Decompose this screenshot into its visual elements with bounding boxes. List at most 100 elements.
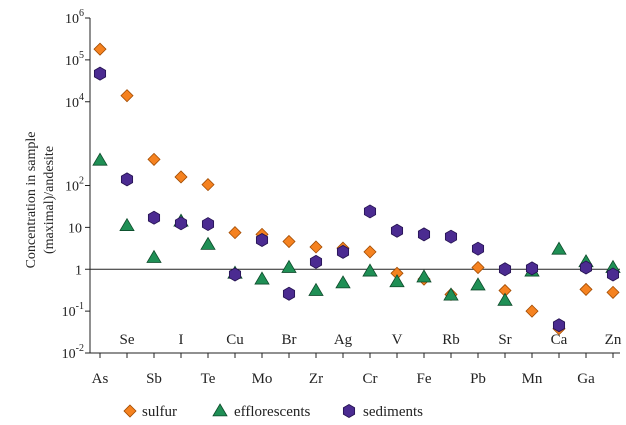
efflorescents-point: [335, 275, 351, 289]
sulfur-point: [120, 89, 134, 103]
series-efflorescents: [92, 152, 621, 306]
y-tick-exponent: 5: [79, 50, 84, 61]
efflorescents-point: [200, 236, 216, 250]
x-category-label: Ag: [334, 332, 353, 348]
y-tick-base: 10: [65, 180, 79, 195]
x-category-label: Fe: [417, 371, 432, 387]
x-ticks: As Se Sb I Te Cu Mo Br Zr Ag Cr V Fe Rb Pb Sr Mn Ca Ga Zn: [92, 332, 622, 387]
x-category-label: Ca: [551, 332, 568, 348]
x-category-label: Br: [282, 332, 297, 348]
y-axis-title: Concentration in sample (maximal)/andesit…: [24, 132, 57, 269]
x-category-label: Se: [120, 332, 135, 348]
x-category-label: Cr: [363, 371, 378, 387]
legend: sulfur efflorescents sediments: [123, 403, 423, 420]
y-axis-label: Concentration in sample (maximal)/andesit…: [24, 132, 57, 269]
x-category-label: Rb: [442, 332, 460, 348]
sediments-point: [606, 267, 620, 282]
efflorescents-point: [281, 259, 297, 273]
legend-item-sulfur: sulfur: [123, 404, 177, 420]
sediments-point: [93, 66, 107, 81]
legend-label: sulfur: [142, 404, 177, 420]
sulfur-point: [282, 234, 296, 249]
legend-item-efflorescents: efflorescents: [212, 403, 311, 420]
sulfur-point: [525, 304, 539, 318]
points: [92, 42, 621, 336]
efflorescents-point: [551, 241, 567, 255]
efflorescents-point: [92, 152, 108, 166]
y-tick-exponent: -1: [76, 301, 84, 312]
sediments-point: [282, 286, 296, 301]
sediments-point: [120, 172, 134, 187]
sulfur-point: [606, 285, 620, 299]
sulfur-point: [201, 178, 215, 192]
sediments-point: [336, 244, 350, 259]
sulfur-point: [579, 282, 593, 296]
x-category-label: Sb: [146, 371, 162, 387]
sediments-point: [309, 254, 323, 269]
x-category-label: Pb: [470, 371, 486, 387]
efflorescents-point: [254, 271, 270, 285]
y-tick-base: 10: [65, 96, 79, 111]
efflorescents-point: [443, 287, 459, 301]
x-category-label: V: [392, 332, 403, 348]
y-axis-label-line: (maximal)/andesite: [42, 146, 57, 254]
y-tick-base: 10: [62, 347, 76, 362]
y-tick-label: 105: [65, 50, 84, 69]
y-tick-base: 10: [62, 305, 76, 320]
sediments-point: [390, 223, 404, 238]
sediments-point: [552, 318, 566, 333]
x-category-label: Zr: [309, 371, 323, 387]
sediments-point: [579, 260, 593, 275]
y-tick-label: 10-2: [62, 343, 84, 362]
sediments-point: [525, 261, 539, 276]
legend-item-sediments: sediments: [342, 404, 423, 420]
sediments-point: [201, 217, 215, 232]
y-axis-label-line: Concentration in sample: [24, 132, 39, 269]
legend-label: sediments: [363, 404, 423, 420]
legend-marker: [342, 404, 356, 418]
y-tick-exponent: 4: [79, 92, 84, 103]
sediments-point: [444, 229, 458, 244]
legend-label: efflorescents: [234, 404, 311, 420]
efflorescents-point: [362, 263, 378, 277]
x-category-label: Cu: [226, 332, 244, 348]
y-tick-label: 10-1: [62, 301, 84, 320]
efflorescents-point: [119, 217, 135, 231]
legend-marker: [212, 403, 228, 417]
series-sediments: [93, 66, 620, 333]
sediments-point: [363, 204, 377, 219]
x-category-label: Zn: [605, 332, 622, 348]
x-category-label: Ga: [577, 371, 595, 387]
sulfur-point: [471, 260, 485, 275]
sulfur-point: [174, 170, 188, 184]
x-category-label: Mo: [252, 371, 273, 387]
sulfur-point: [93, 42, 107, 56]
sediments-point: [498, 262, 512, 277]
y-tick-exponent: 6: [79, 8, 84, 19]
y-tick-exponent: 2: [79, 176, 84, 187]
x-category-label: Mn: [522, 371, 543, 387]
x-category-label: Te: [201, 371, 216, 387]
y-tick-label: 106: [65, 8, 84, 27]
sulfur-point: [147, 152, 161, 166]
sulfur-point: [363, 245, 377, 259]
x-category-label: I: [179, 332, 184, 348]
efflorescents-point: [389, 274, 405, 288]
sediments-point: [228, 267, 242, 282]
y-tick-label: 104: [65, 92, 84, 111]
y-tick-label: 10: [68, 221, 82, 236]
y-tick-exponent: -2: [76, 343, 84, 354]
efflorescents-point: [470, 277, 486, 291]
efflorescents-point: [308, 282, 324, 296]
sulfur-point: [228, 226, 242, 240]
y-tick-label: 1: [75, 263, 82, 278]
sulfur-point: [309, 240, 323, 254]
efflorescents-point: [146, 249, 162, 263]
axes: [89, 18, 620, 354]
series-sulfur: [93, 42, 620, 336]
sediments-point: [147, 210, 161, 225]
sediments-point: [174, 216, 188, 231]
y-tick-base: 10: [65, 54, 79, 69]
x-category-label: Sr: [498, 332, 511, 348]
